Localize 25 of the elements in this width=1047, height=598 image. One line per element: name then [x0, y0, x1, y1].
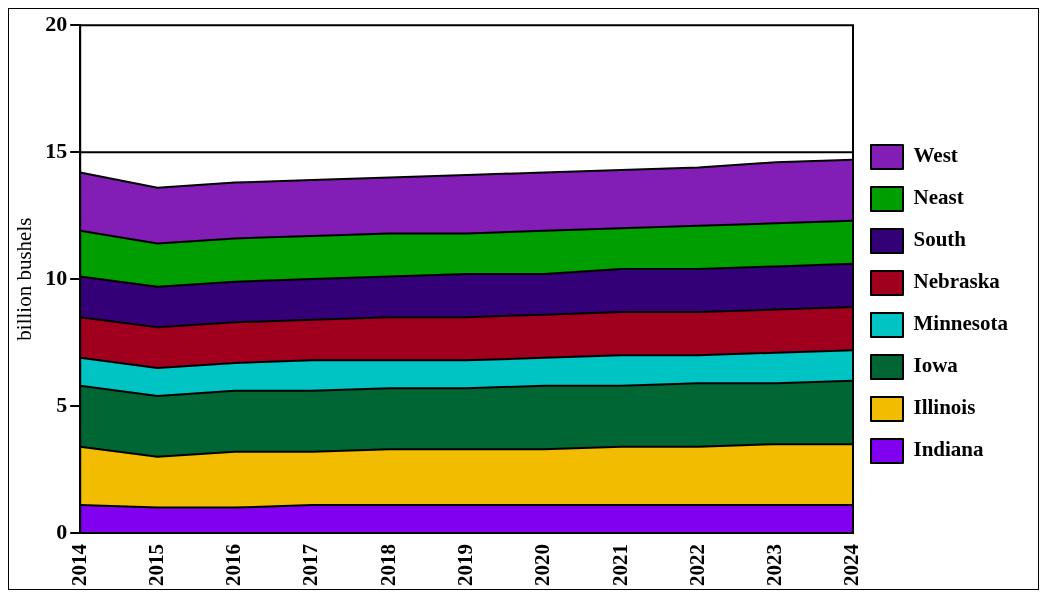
x-tick-label: 2014	[66, 543, 91, 586]
y-axis-title: billion bushels	[12, 217, 37, 341]
x-tick-label: 2023	[762, 544, 787, 586]
x-tick-label: 2016	[221, 544, 246, 586]
x-tick-label: 2019	[453, 544, 478, 586]
legend-label: Iowa	[913, 353, 959, 378]
y-tick-label: 15	[45, 137, 68, 163]
legend-label: Minnesota	[913, 311, 1009, 336]
y-tick-label: 20	[45, 10, 68, 36]
x-tick-label: 2024	[839, 543, 864, 586]
x-tick-label: 2017	[298, 544, 323, 586]
legend-label: Indiana	[913, 437, 985, 462]
legend-label: West	[913, 143, 958, 168]
x-tick-label: 2021	[607, 544, 632, 586]
x-tick-label: 2022	[684, 544, 709, 586]
x-tick-label: 2015	[143, 544, 168, 586]
x-tick-label: 2018	[375, 544, 400, 586]
y-tick-label: 5	[56, 391, 68, 417]
legend-label: South	[913, 227, 967, 252]
y-tick-label: 0	[56, 518, 68, 544]
legend-label: Neast	[913, 185, 964, 210]
x-tick-label: 2020	[530, 544, 555, 586]
y-tick-label: 10	[45, 264, 68, 290]
legend-label: Illinois	[913, 395, 976, 420]
legend-label: Nebraska	[913, 269, 1001, 294]
